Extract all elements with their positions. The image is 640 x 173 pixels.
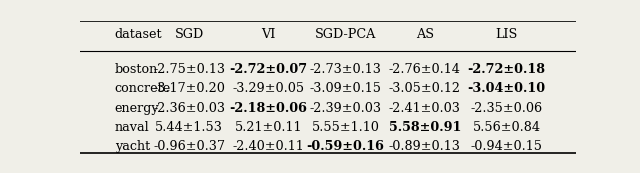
Text: -2.40±0.11: -2.40±0.11 bbox=[232, 140, 305, 153]
Text: -3.04±0.10: -3.04±0.10 bbox=[467, 82, 546, 95]
Text: -3.09±0.15: -3.09±0.15 bbox=[309, 82, 381, 95]
Text: -2.75±0.13: -2.75±0.13 bbox=[153, 63, 225, 76]
Text: -2.73±0.13: -2.73±0.13 bbox=[309, 63, 381, 76]
Text: naval: naval bbox=[115, 121, 150, 134]
Text: 5.44±1.53: 5.44±1.53 bbox=[155, 121, 223, 134]
Text: boston: boston bbox=[115, 63, 158, 76]
Text: -2.39±0.03: -2.39±0.03 bbox=[309, 102, 381, 115]
Text: LIS: LIS bbox=[495, 28, 518, 41]
Text: 5.56±0.84: 5.56±0.84 bbox=[472, 121, 541, 134]
Text: dataset: dataset bbox=[115, 28, 163, 41]
Text: -0.89±0.13: -0.89±0.13 bbox=[388, 140, 461, 153]
Text: -3.05±0.12: -3.05±0.12 bbox=[388, 82, 461, 95]
Text: yacht: yacht bbox=[115, 140, 150, 153]
Text: -2.72±0.07: -2.72±0.07 bbox=[229, 63, 308, 76]
Text: energy: energy bbox=[115, 102, 159, 115]
Text: -3.29±0.05: -3.29±0.05 bbox=[232, 82, 305, 95]
Text: VI: VI bbox=[261, 28, 276, 41]
Text: -2.41±0.03: -2.41±0.03 bbox=[388, 102, 461, 115]
Text: 5.21±0.11: 5.21±0.11 bbox=[235, 121, 302, 134]
Text: -2.36±0.03: -2.36±0.03 bbox=[153, 102, 225, 115]
Text: 5.55±1.10: 5.55±1.10 bbox=[312, 121, 380, 134]
Text: -0.96±0.37: -0.96±0.37 bbox=[153, 140, 225, 153]
Text: -2.18±0.06: -2.18±0.06 bbox=[230, 102, 307, 115]
Text: SGD: SGD bbox=[175, 28, 204, 41]
Text: SGD-PCA: SGD-PCA bbox=[315, 28, 376, 41]
Text: -2.72±0.18: -2.72±0.18 bbox=[468, 63, 545, 76]
Text: concrete: concrete bbox=[115, 82, 171, 95]
Text: -0.94±0.15: -0.94±0.15 bbox=[470, 140, 543, 153]
Text: 5.58±0.91: 5.58±0.91 bbox=[388, 121, 461, 134]
Text: -3.17±0.20: -3.17±0.20 bbox=[153, 82, 225, 95]
Text: AS: AS bbox=[416, 28, 434, 41]
Text: -0.59±0.16: -0.59±0.16 bbox=[307, 140, 384, 153]
Text: -2.35±0.06: -2.35±0.06 bbox=[470, 102, 543, 115]
Text: -2.76±0.14: -2.76±0.14 bbox=[388, 63, 461, 76]
